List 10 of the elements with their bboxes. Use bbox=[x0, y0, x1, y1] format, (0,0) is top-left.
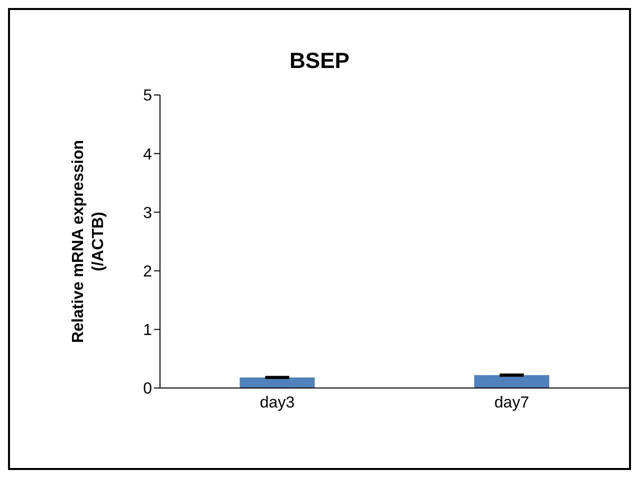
y-tick-label: 0 bbox=[143, 380, 152, 398]
y-tick-label: 1 bbox=[143, 322, 152, 340]
x-tick-label: day3 bbox=[260, 394, 295, 412]
y-tick-label: 3 bbox=[143, 204, 152, 222]
chart-title: BSEP bbox=[288, 48, 350, 74]
y-tick-label: 2 bbox=[143, 263, 152, 280]
y-tick-label: 4 bbox=[143, 146, 152, 164]
y-axis-title: Relative mRNA expression (/ACTB) bbox=[70, 140, 107, 344]
x-tick-label: day7 bbox=[494, 394, 530, 412]
y-tick-label: 5 bbox=[143, 88, 152, 105]
